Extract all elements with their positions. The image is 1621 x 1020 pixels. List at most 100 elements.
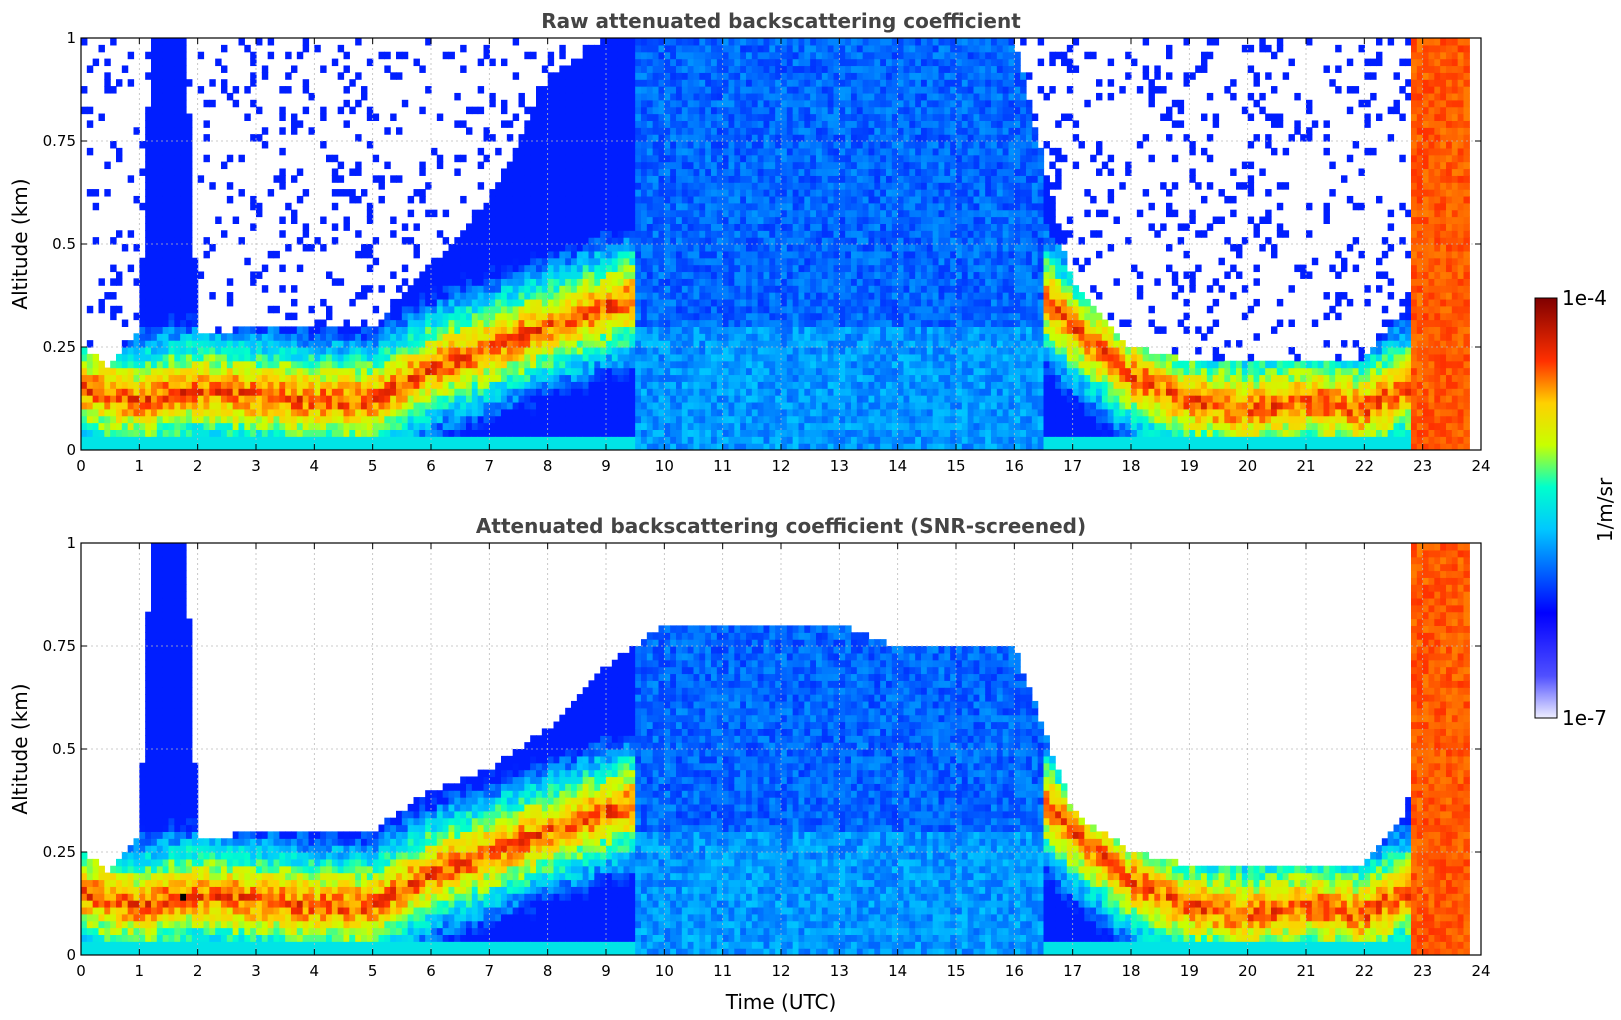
heatmap-cell [716, 422, 724, 430]
heatmap-cell [92, 374, 100, 382]
heatmap-cell [652, 401, 660, 410]
heatmap-cell [641, 257, 648, 266]
heatmap-cell [705, 161, 712, 170]
heatmap-cell [681, 353, 689, 362]
heatmap-cell [617, 395, 625, 403]
heatmap-cell [425, 285, 432, 293]
heatmap-cell [495, 195, 502, 204]
heatmap-cell [156, 237, 164, 245]
heatmap-cell [162, 285, 170, 293]
heatmap-cell [728, 264, 735, 273]
heatmap-cell [314, 237, 321, 245]
heatmap-cell [623, 443, 630, 450]
heatmap-cell [454, 326, 461, 334]
heatmap-cell [302, 415, 310, 424]
heatmap-cell [617, 44, 625, 53]
heatmap-cell [436, 333, 444, 341]
heatmap-cell [734, 72, 741, 80]
heatmap-cell [699, 86, 706, 94]
heatmap-cell [419, 278, 426, 286]
heatmap-cell [396, 72, 403, 80]
heatmap-cell [600, 99, 607, 108]
heatmap-cell [139, 298, 146, 307]
heatmap-cell [693, 209, 700, 218]
heatmap-cell [687, 360, 695, 369]
heatmap-cell [279, 422, 286, 430]
heatmap-cell [401, 292, 409, 300]
heatmap-cell [687, 333, 695, 341]
heatmap-cell [530, 347, 537, 355]
heatmap-cell [331, 175, 339, 183]
heatmap-cell [611, 422, 619, 430]
heatmap-cell [652, 264, 660, 273]
heatmap-cell [390, 367, 397, 376]
heatmap-cell [769, 257, 776, 266]
heatmap-cell [769, 51, 776, 60]
heatmap-cell [536, 161, 543, 170]
heatmap-cell [611, 257, 619, 266]
heatmap-cell [553, 436, 560, 444]
heatmap-cell [588, 202, 595, 211]
heatmap-cell [734, 271, 741, 279]
heatmap-cell [600, 415, 607, 424]
heatmap-cell [151, 401, 158, 410]
heatmap-cell [763, 92, 770, 101]
heatmap-cell [337, 333, 345, 341]
heatmap-cell [337, 326, 345, 334]
heatmap-cell [775, 360, 782, 369]
heatmap-cell [378, 285, 385, 293]
heatmap-cell [571, 271, 578, 279]
heatmap-cell [495, 264, 502, 273]
heatmap-cell [174, 99, 181, 108]
heatmap-cell [658, 285, 665, 293]
heatmap-cell [471, 429, 479, 437]
heatmap-cell [763, 202, 770, 211]
heatmap-cell [670, 244, 677, 252]
heatmap-cell [559, 230, 566, 238]
heatmap-cell [541, 408, 549, 417]
heatmap-cell [320, 422, 327, 430]
heatmap-cell [256, 106, 263, 115]
heatmap-cell [273, 333, 280, 341]
heatmap-cell [641, 244, 648, 252]
heatmap-cell [652, 113, 660, 121]
heatmap-cell [687, 216, 695, 224]
heatmap-cell [629, 415, 636, 424]
heatmap-cell [413, 312, 420, 321]
heatmap-cell [664, 223, 671, 231]
heatmap-cell [524, 326, 531, 334]
heatmap-cell [687, 99, 695, 108]
heatmap-cell [553, 264, 560, 273]
heatmap-cell [162, 168, 170, 176]
heatmap-cell [162, 216, 170, 224]
heatmap-cell [238, 408, 245, 417]
heatmap-cell [431, 436, 438, 444]
heatmap-cell [337, 443, 345, 450]
heatmap-cell [781, 271, 788, 279]
heatmap-cell [244, 415, 251, 424]
heatmap-cell [716, 374, 724, 382]
heatmap-cell [582, 367, 590, 376]
heatmap-cell [174, 285, 181, 293]
heatmap-cell [547, 340, 555, 348]
heatmap-cell [670, 216, 677, 224]
heatmap-cell [250, 223, 257, 231]
heatmap-cell [600, 395, 607, 403]
heatmap-cell [518, 436, 525, 444]
heatmap-cell [133, 436, 140, 444]
heatmap-cell [116, 381, 123, 389]
heatmap-cell [302, 360, 310, 369]
heatmap-cell [606, 189, 613, 197]
heatmap-cell [320, 367, 327, 376]
heatmap-cell [623, 264, 630, 273]
heatmap-cell [664, 340, 671, 348]
heatmap-cell [366, 436, 374, 444]
heatmap-cell [285, 360, 292, 369]
heatmap-cell [139, 285, 146, 293]
heatmap-cell [716, 99, 724, 108]
heatmap-cell [629, 230, 636, 238]
heatmap-cell [121, 367, 129, 376]
heatmap-cell [291, 408, 298, 417]
heatmap-cell [576, 319, 584, 327]
heatmap-cell [174, 38, 181, 46]
